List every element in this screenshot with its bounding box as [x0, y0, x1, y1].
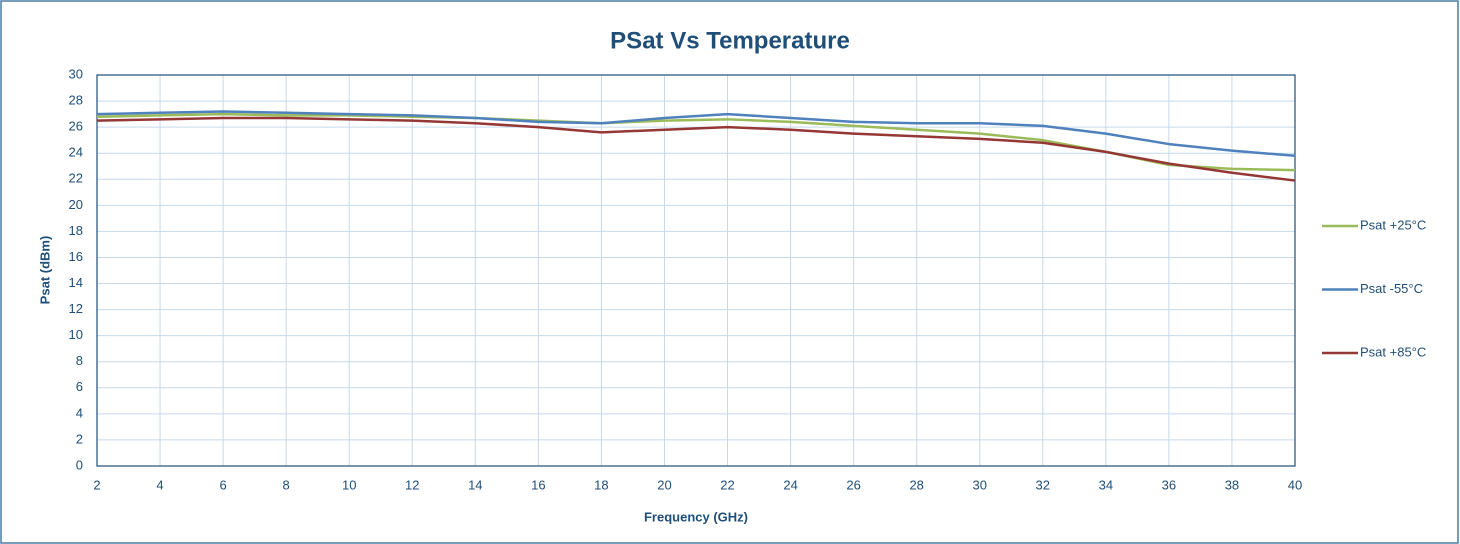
- x-tick-label: 6: [219, 477, 226, 492]
- x-tick-label: 38: [1225, 477, 1239, 492]
- legend-label: Psat +25°C: [1360, 217, 1426, 232]
- y-tick-label: 2: [76, 431, 83, 446]
- x-tick-label: 16: [531, 477, 545, 492]
- series-line: [96, 110, 1296, 158]
- x-tick-label: 40: [1288, 477, 1302, 492]
- x-axis-label: Frequency (GHz): [644, 509, 748, 524]
- y-tick-label: 28: [69, 93, 83, 108]
- y-axis-label: Psat (dBm): [37, 236, 52, 305]
- legend-label: Psat +85°C: [1360, 344, 1426, 359]
- plot-border: [96, 74, 1296, 467]
- y-tick-label: 6: [76, 379, 83, 394]
- y-tick-label: 0: [76, 457, 83, 472]
- y-tick-label: 20: [69, 197, 83, 212]
- legend-label: Psat -55°C: [1360, 281, 1423, 296]
- y-tick-label: 24: [69, 145, 83, 160]
- x-tick-label: 26: [846, 477, 860, 492]
- x-tick-label: 20: [657, 477, 671, 492]
- x-tick-label: 18: [594, 477, 608, 492]
- x-tick-label: 32: [1036, 477, 1050, 492]
- y-tick-label: 30: [69, 66, 83, 81]
- x-tick-label: 12: [405, 477, 419, 492]
- y-tick-label: 16: [69, 249, 83, 264]
- y-tick-label: 22: [69, 171, 83, 186]
- y-tick-label: 18: [69, 223, 83, 238]
- y-tick-label: 10: [69, 327, 83, 342]
- y-tick-label: 14: [69, 275, 83, 290]
- x-tick-label: 10: [342, 477, 356, 492]
- x-tick-label: 14: [468, 477, 482, 492]
- x-tick-label: 22: [720, 477, 734, 492]
- y-tick-label: 8: [76, 353, 83, 368]
- x-tick-label: 8: [283, 477, 290, 492]
- x-tick-label: 36: [1162, 477, 1176, 492]
- y-tick-label: 12: [69, 301, 83, 316]
- x-tick-label: 30: [973, 477, 987, 492]
- chart-title: PSat Vs Temperature: [610, 27, 850, 54]
- x-tick-label: 34: [1099, 477, 1113, 492]
- x-tick-label: 4: [156, 477, 163, 492]
- x-tick-label: 2: [93, 477, 100, 492]
- y-tick-label: 4: [76, 405, 83, 420]
- y-tick-label: 26: [69, 119, 83, 134]
- x-tick-label: 28: [909, 477, 923, 492]
- x-tick-label: 24: [783, 477, 797, 492]
- series-line: [96, 116, 1296, 182]
